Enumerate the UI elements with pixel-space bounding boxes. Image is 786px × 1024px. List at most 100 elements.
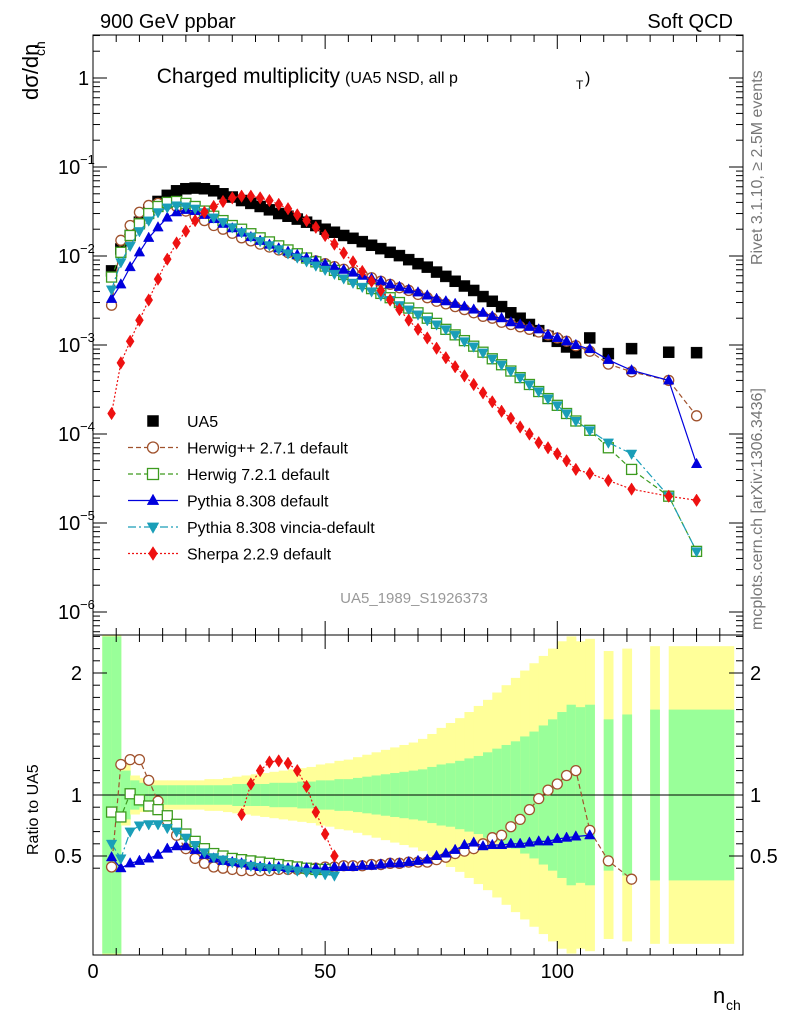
data-point bbox=[319, 265, 331, 277]
data-point bbox=[602, 353, 615, 364]
data-point bbox=[477, 306, 489, 317]
data-point bbox=[115, 258, 127, 269]
data-point bbox=[347, 278, 359, 290]
y-tick-label-base: 10 bbox=[58, 157, 80, 179]
data-point bbox=[265, 193, 274, 208]
y-tick-label-exp: −6 bbox=[80, 597, 95, 612]
data-point bbox=[152, 208, 164, 219]
ratio-point bbox=[152, 848, 164, 859]
data-point bbox=[339, 246, 349, 260]
ratio-point bbox=[560, 769, 573, 782]
ratio-point bbox=[495, 838, 508, 850]
y-tick-label-top: 10 −1 bbox=[58, 152, 95, 179]
y-tick-label-base: 10 bbox=[58, 246, 80, 268]
data-point bbox=[209, 199, 219, 214]
ratio-point bbox=[449, 843, 461, 854]
data-point bbox=[542, 328, 554, 339]
ratio-point bbox=[542, 784, 554, 796]
y-tick-label-top: 1 bbox=[78, 68, 89, 90]
data-point bbox=[161, 211, 173, 222]
ratio-point bbox=[602, 855, 615, 867]
ratio-point bbox=[291, 866, 303, 877]
ratio-point bbox=[570, 764, 582, 777]
data-point bbox=[115, 234, 127, 246]
data-point bbox=[133, 227, 146, 238]
legend-marker bbox=[148, 546, 158, 561]
data-point bbox=[124, 219, 136, 232]
ratio-point bbox=[320, 827, 330, 841]
ratio-point bbox=[105, 850, 118, 862]
ratio-point bbox=[115, 854, 127, 865]
ratio-point bbox=[161, 810, 173, 822]
ratio-point bbox=[217, 855, 229, 866]
plot-subtitle-end: ) bbox=[585, 70, 590, 87]
y-axis-label-sub: ch bbox=[32, 41, 48, 56]
ratio-point bbox=[170, 827, 183, 838]
ratio-plot-panel: 0.5 0.5 1 1 2 2 0 50 100 bbox=[54, 634, 778, 983]
ratio-point bbox=[254, 862, 266, 874]
data-point bbox=[347, 266, 359, 277]
ratio-point bbox=[133, 753, 146, 766]
ratio-point bbox=[273, 864, 285, 875]
x-tick-label: 50 bbox=[314, 961, 336, 983]
ratio-point bbox=[282, 865, 294, 876]
data-point bbox=[376, 283, 386, 298]
data-point bbox=[338, 274, 350, 285]
data-point bbox=[124, 229, 136, 242]
ratio-y-tick-label-right: 1 bbox=[750, 785, 761, 807]
data-point bbox=[440, 295, 452, 306]
data-point bbox=[533, 387, 545, 398]
ratio-point bbox=[403, 855, 415, 867]
ratio-point bbox=[115, 758, 127, 771]
data-point bbox=[246, 189, 256, 203]
data-point bbox=[663, 374, 675, 385]
y-tick-label-top: 10 −6 bbox=[58, 597, 95, 624]
ratio-point bbox=[161, 823, 173, 835]
data-point bbox=[625, 342, 638, 355]
data-point bbox=[604, 473, 613, 488]
data-point bbox=[133, 246, 146, 257]
ratio-line bbox=[111, 834, 590, 869]
data-point bbox=[143, 216, 155, 227]
ratio-point bbox=[625, 873, 638, 885]
ratio-point bbox=[105, 839, 118, 851]
ratio-point bbox=[560, 831, 573, 842]
data-point bbox=[115, 278, 127, 289]
ratio-y-tick-label: 0.5 bbox=[54, 846, 82, 868]
ratio-point bbox=[105, 861, 118, 873]
data-point bbox=[302, 213, 311, 228]
ratio-point bbox=[328, 860, 341, 871]
data-point bbox=[190, 213, 200, 228]
data-point bbox=[562, 454, 571, 468]
data-point bbox=[584, 332, 596, 344]
data-point bbox=[477, 348, 489, 359]
data-point bbox=[143, 231, 155, 242]
data-point bbox=[449, 297, 461, 308]
data-point bbox=[486, 310, 498, 321]
data-point bbox=[200, 205, 209, 219]
data-point bbox=[450, 360, 460, 374]
ratio-point bbox=[170, 839, 183, 851]
ratio-point bbox=[533, 793, 545, 805]
ratio-point bbox=[365, 859, 378, 870]
data-point bbox=[367, 274, 376, 288]
ratio-point bbox=[152, 820, 164, 831]
header-right: Soft QCD bbox=[647, 11, 733, 33]
ratio-point bbox=[198, 857, 211, 869]
data-point bbox=[226, 223, 238, 234]
data-point bbox=[551, 331, 563, 342]
ratio-point bbox=[514, 837, 526, 848]
data-point bbox=[124, 260, 136, 272]
data-point bbox=[180, 202, 192, 213]
data-point bbox=[533, 323, 545, 334]
data-point bbox=[254, 237, 266, 248]
data-point bbox=[413, 322, 423, 337]
data-point bbox=[328, 269, 341, 281]
ratio-point bbox=[143, 800, 155, 812]
data-point bbox=[311, 220, 321, 235]
ratio-y-tick-label-right: 2 bbox=[750, 663, 761, 685]
y-tick-label-exp: −3 bbox=[80, 330, 95, 345]
data-point bbox=[393, 280, 406, 291]
ratio-point bbox=[551, 778, 563, 790]
ratio-point bbox=[505, 837, 517, 848]
